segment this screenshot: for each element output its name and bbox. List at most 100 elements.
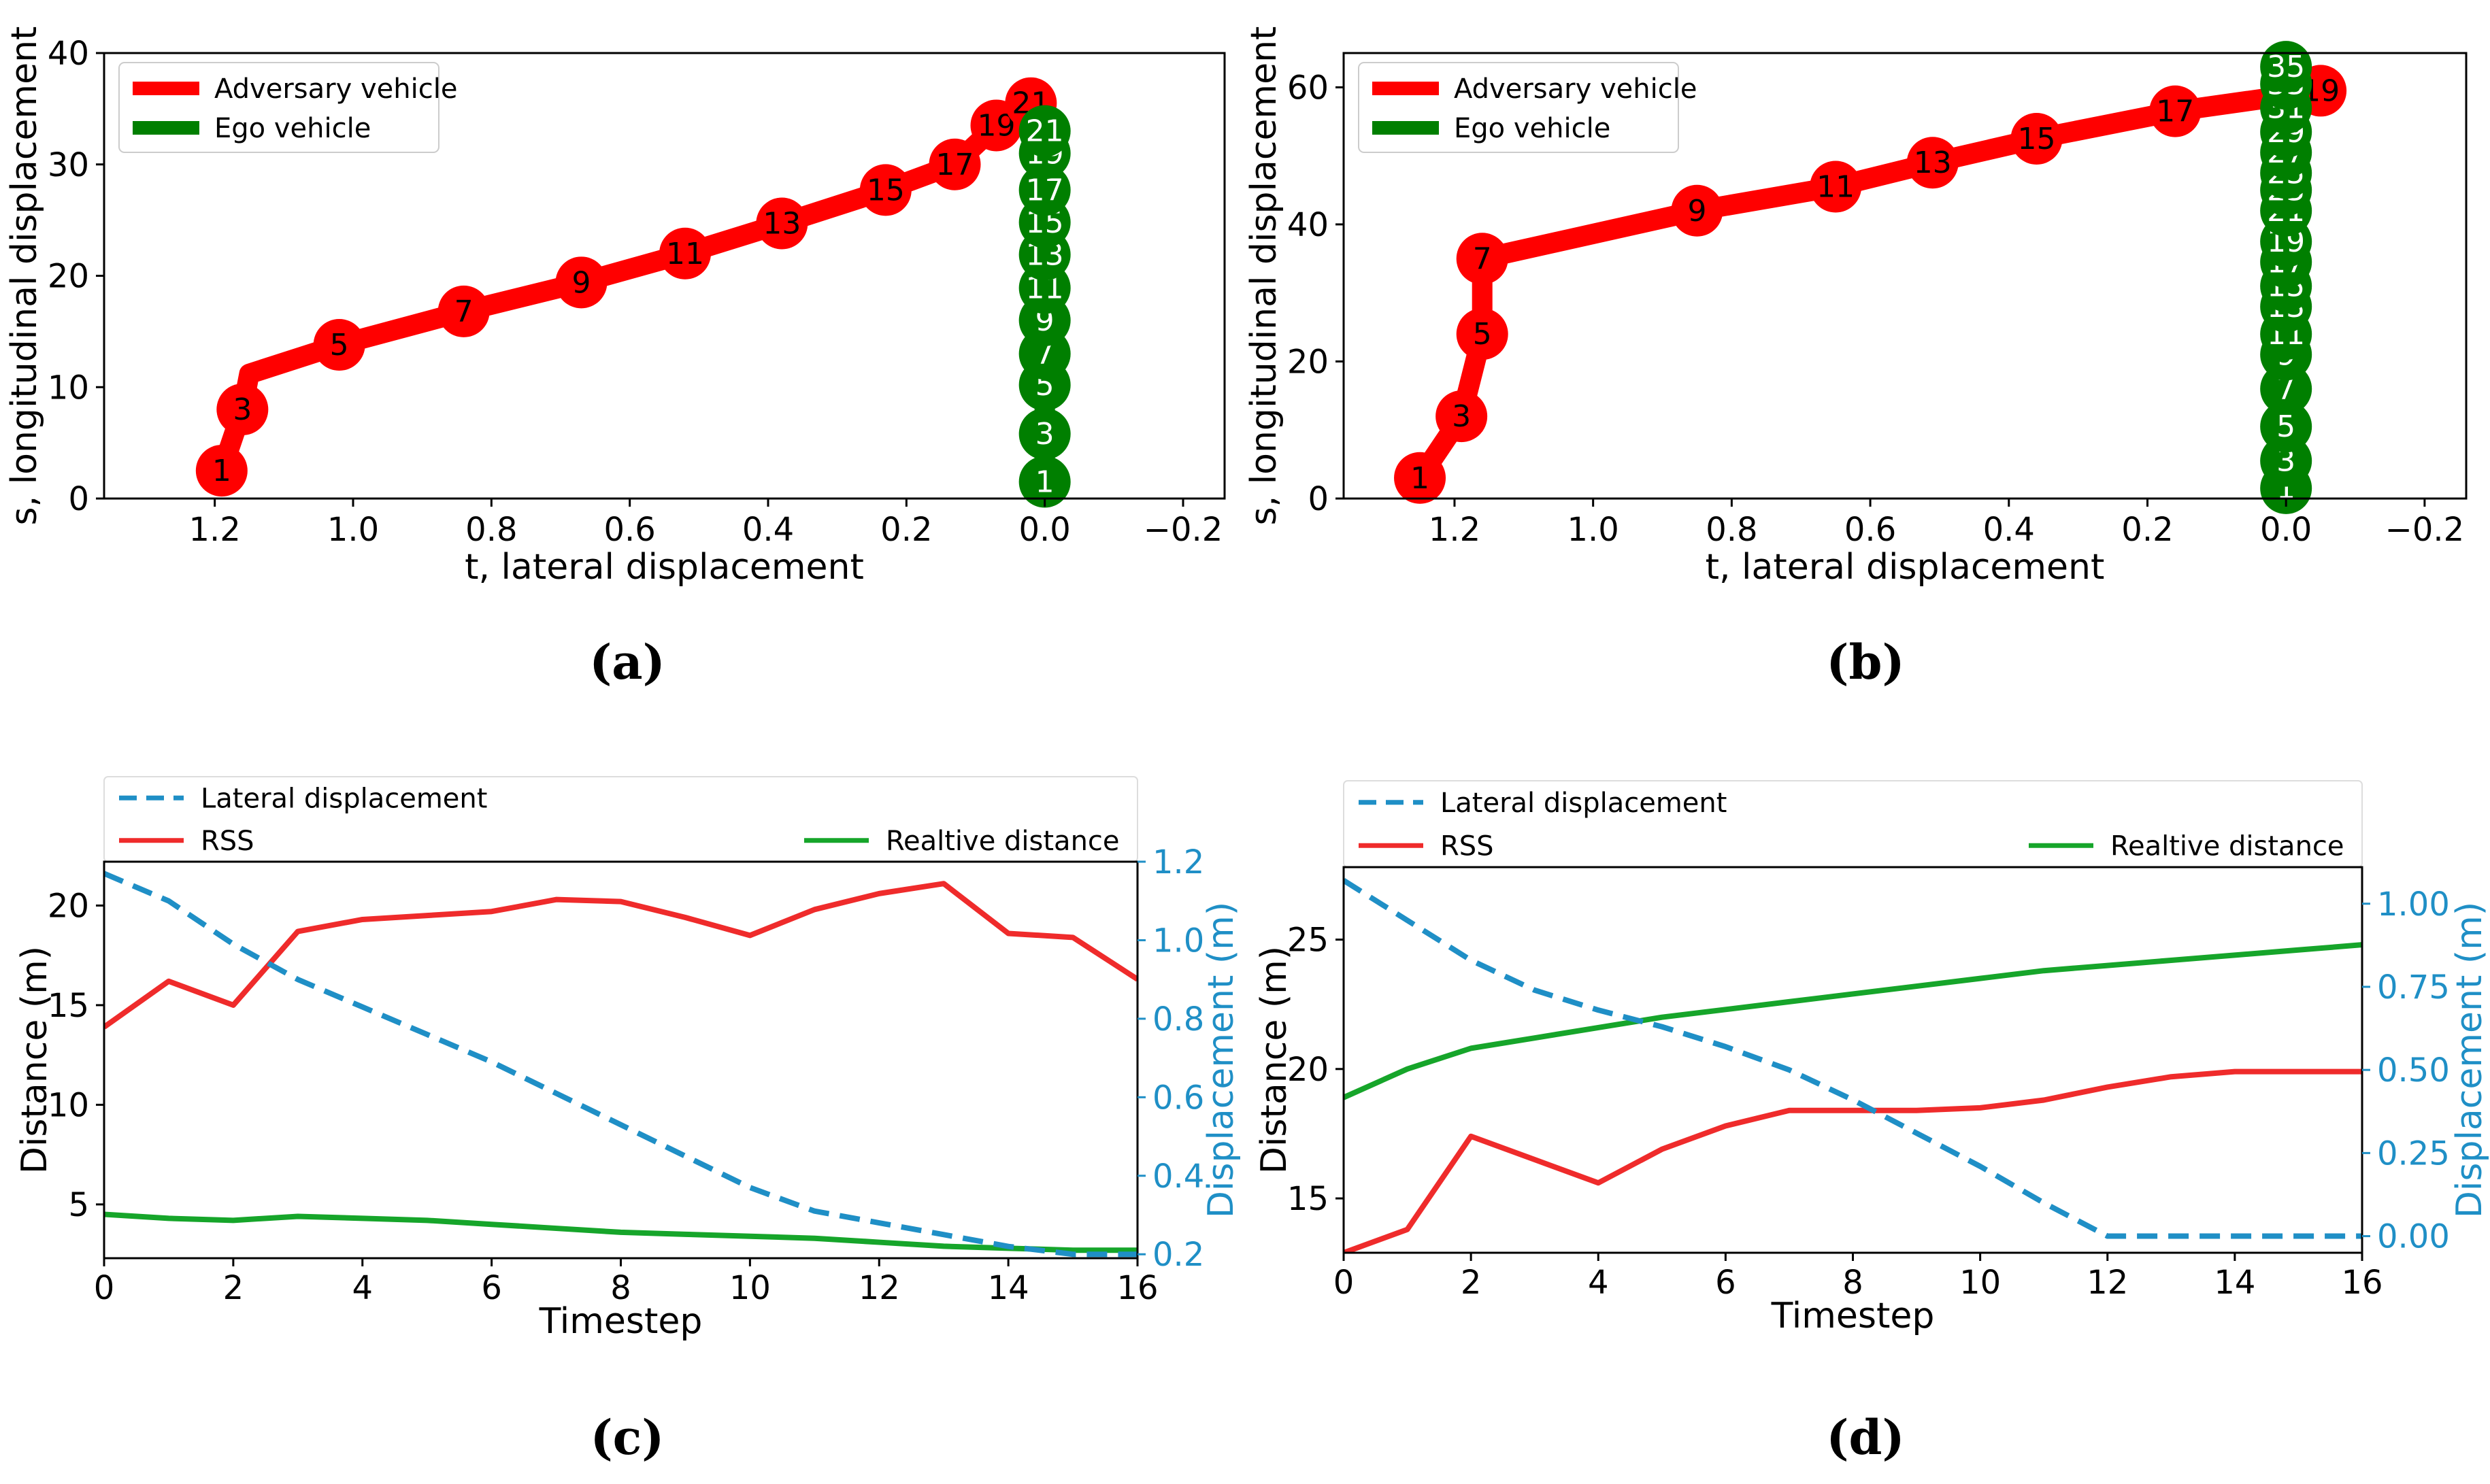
x-tick-label: 0.4 xyxy=(742,511,794,549)
legend-entry: Adversary vehicle xyxy=(214,73,457,105)
y-axis-label: s, longitudinal displacement xyxy=(4,27,45,526)
adversary-marker xyxy=(313,319,365,371)
x-tick-label: −0.2 xyxy=(2385,511,2465,549)
y-tick-label: 40 xyxy=(48,35,89,73)
x-axis-label: Timestep xyxy=(1771,1296,1935,1336)
x-tick-label: 0.0 xyxy=(2260,511,2312,549)
adversary-marker xyxy=(1435,390,1488,443)
legend: Lateral displacement RSS Realtive distance xyxy=(1343,780,2363,868)
plot-frame xyxy=(1342,866,2363,1254)
adversary-marker-label: 13 xyxy=(763,207,801,241)
y2-axis-label: Displacement (m) xyxy=(1201,902,1242,1218)
x-tick-label: 4 xyxy=(352,1269,373,1307)
adversary-marker xyxy=(1394,452,1446,504)
y2-tick-label: 0.50 xyxy=(2377,1051,2450,1090)
x-tick-label: 1.2 xyxy=(188,511,240,549)
y2-tick-label: 0.25 xyxy=(2377,1134,2450,1173)
adversary-marker xyxy=(1906,137,1959,189)
x-tick-label: 12 xyxy=(2087,1264,2128,1302)
adversary-marker-label: 9 xyxy=(1687,194,1706,229)
legend-entry: Lateral displacement xyxy=(201,783,487,814)
series-line-lateral-displacement xyxy=(1344,878,2362,1239)
y2-tick-label: 0.2 xyxy=(1152,1236,1204,1274)
y2-tick-label: 0.00 xyxy=(2377,1218,2450,1256)
ego-marker xyxy=(1018,164,1071,216)
adversary-marker-label: 1 xyxy=(1410,461,1429,496)
adversary-marker-label: 11 xyxy=(1816,170,1855,205)
y-tick-label: 5 xyxy=(68,1186,89,1224)
y-tick-label: 30 xyxy=(48,146,89,184)
adversary-marker-label: 7 xyxy=(454,294,474,329)
y2-tick-label: 0.4 xyxy=(1152,1158,1204,1196)
adversary-marker xyxy=(1456,308,1508,360)
ego-marker xyxy=(2260,401,2312,453)
x-tick-label: 0.0 xyxy=(1018,511,1070,549)
y-tick-label: 20 xyxy=(48,887,89,925)
x-tick-label: 10 xyxy=(729,1269,771,1307)
y-tick-label: 40 xyxy=(1287,206,1329,244)
series-line-rss xyxy=(1344,1068,2362,1253)
adversary-marker xyxy=(1810,161,1862,213)
y-tick-label: 25 xyxy=(1287,922,1329,960)
adversary-marker-label: 13 xyxy=(1914,146,1952,180)
x-tick-label: 2 xyxy=(1461,1264,1482,1302)
adversary-marker-label: 3 xyxy=(233,392,252,427)
x-tick-label: 4 xyxy=(1588,1264,1609,1302)
trajectory-adversary xyxy=(1410,80,2331,488)
adversary-marker-label: 15 xyxy=(867,173,905,207)
y-tick-label: 20 xyxy=(1287,343,1329,381)
y-tick-label: 0 xyxy=(1308,480,1329,518)
legend-entry: Ego vehicle xyxy=(1454,113,1610,144)
y-tick-label: 15 xyxy=(48,987,89,1025)
x-tick-label: 0.8 xyxy=(1706,511,1757,549)
ego-marker-label: 21 xyxy=(1026,114,1064,149)
x-tick-label: 0.6 xyxy=(1844,511,1896,549)
plot-frame xyxy=(103,860,1139,1260)
legend-entry: Realtive distance xyxy=(886,826,1120,857)
panel-label: (c) xyxy=(591,1409,665,1466)
adversary-marker xyxy=(756,197,808,250)
adversary-marker xyxy=(859,164,912,216)
legend: Lateral displacement RSS Realtive distance xyxy=(103,776,1138,862)
x-tick-label: 0 xyxy=(1333,1264,1355,1302)
y-tick-label: 20 xyxy=(48,258,89,296)
chart-panel-a: 13579111315171921135791113151719211.21.0… xyxy=(4,27,1226,588)
x-tick-label: 1.0 xyxy=(327,511,379,549)
y-tick-label: 20 xyxy=(1287,1051,1329,1089)
adversary-marker-label: 7 xyxy=(1473,241,1492,276)
x-tick-label: 16 xyxy=(2341,1264,2383,1302)
series-line-realtive-distance xyxy=(1344,942,2362,1100)
y2-tick-label: 1.0 xyxy=(1152,922,1204,960)
legend-entry: Ego vehicle xyxy=(214,113,371,144)
y-tick-label: 15 xyxy=(1287,1180,1329,1218)
x-axis-label: Timestep xyxy=(539,1301,703,1342)
adversary-marker-label: 5 xyxy=(1473,317,1492,352)
adversary-marker xyxy=(555,256,608,309)
x-axis-label: t, lateral displacement xyxy=(465,547,864,588)
adversary-marker-label: 9 xyxy=(572,265,591,300)
panel-label: (b) xyxy=(1826,634,1904,690)
legend: Adversary vehicle Ego vehicle xyxy=(1358,62,1697,153)
series-line-lateral-displacement xyxy=(104,871,1138,1258)
x-tick-label: 14 xyxy=(988,1269,1029,1307)
panel-label: (d) xyxy=(1826,1409,1904,1466)
x-tick-label: 6 xyxy=(481,1269,502,1307)
adversary-marker-label: 3 xyxy=(1452,399,1471,434)
y2-tick-label: 0.6 xyxy=(1152,1079,1204,1117)
y-tick-label: 10 xyxy=(48,1086,89,1124)
legend-entry: RSS xyxy=(1440,830,1494,862)
y-axis-label: Distance (m) xyxy=(14,946,55,1174)
x-tick-label: 0.8 xyxy=(465,511,517,549)
chart-panel-d: Lateral displacement RSS Realtive distance… xyxy=(1254,780,2490,1336)
x-axis-label: t, lateral displacement xyxy=(1706,547,2105,588)
adversary-marker-label: 17 xyxy=(936,148,974,182)
adversary-marker-label: 1 xyxy=(212,454,231,488)
series-line-realtive-distance xyxy=(104,1211,1138,1253)
y2-tick-label: 1.00 xyxy=(2377,886,2450,924)
adversary-marker xyxy=(659,227,711,280)
x-tick-label: 0.2 xyxy=(2121,511,2173,549)
x-tick-label: 0.6 xyxy=(603,511,655,549)
adversary-marker xyxy=(929,138,981,190)
chart-panel-c: Lateral displacement RSS Realtive distance… xyxy=(14,776,1242,1342)
